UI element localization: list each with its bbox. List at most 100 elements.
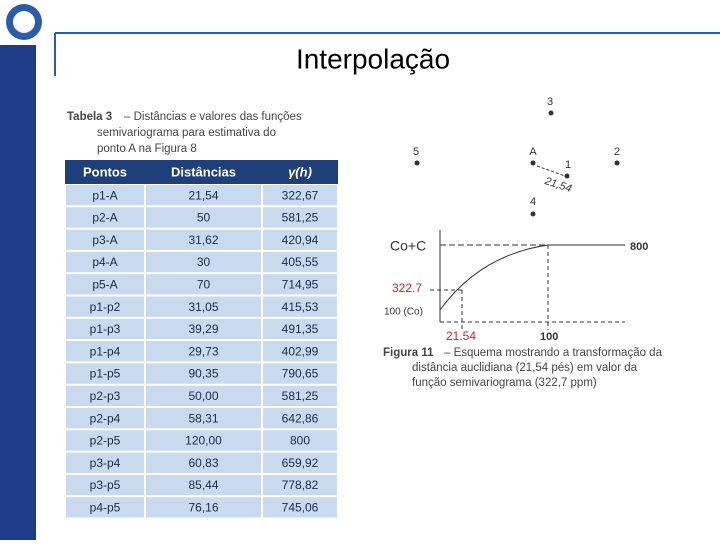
table-cell (263, 363, 337, 384)
table-cell-text: 85,44 (188, 478, 218, 492)
distance-line (536, 165, 566, 177)
table-cell-text: 29,73 (188, 344, 218, 358)
table-cell (263, 474, 337, 496)
table-cell-text: 420,94 (282, 233, 319, 247)
table-caption: – Distâncias e valores das funções (124, 111, 302, 123)
table-cell-text: 50,00 (188, 389, 218, 403)
table-cell-text: 90,35 (188, 367, 218, 381)
table-cell-text: p5-A (92, 278, 117, 292)
table-cell-text: 21,54 (188, 188, 218, 202)
table-cell (146, 229, 261, 250)
table-cell-text: p2-p4 (90, 411, 121, 425)
table-cell (263, 251, 337, 273)
table-header (65, 160, 338, 184)
figure-caption: – Esquema mostrando a transformação da (444, 347, 663, 359)
table-cell-text: 745,06 (282, 501, 319, 515)
table-cell (146, 474, 261, 496)
table-cell (263, 185, 337, 206)
table-cell (66, 497, 144, 518)
table-cell-text: 405,55 (282, 255, 319, 269)
table-cell (146, 251, 261, 273)
table-cell-text: 39,29 (188, 322, 218, 336)
variogram-curve (439, 244, 549, 311)
table-caption: ponto A na Figura 8 (97, 143, 197, 155)
table-cell (263, 430, 337, 451)
table-cell-text: p2-p5 (90, 434, 121, 448)
table-cell (263, 452, 337, 473)
table-cell (66, 274, 144, 295)
table-cell (263, 296, 337, 317)
table-cell-text: 30 (197, 255, 211, 269)
table-cell (263, 207, 337, 228)
table-cell (263, 408, 337, 429)
point-label: 2 (614, 146, 620, 158)
table-cell-text: 415,53 (282, 300, 319, 314)
table-cell (263, 341, 337, 362)
table-cell (263, 274, 337, 295)
table-cell-text: p2-A (92, 211, 117, 225)
sill-value: 800 (630, 241, 648, 253)
figure-caption: função semivariograma (322,7 ppm) (412, 377, 597, 389)
figure-caption-label: Figura 11 (383, 347, 434, 359)
table-cell-text: 70 (197, 278, 211, 292)
table-cell-text: p4-p5 (90, 501, 121, 515)
point (564, 173, 570, 179)
table-cell-text: p1-A (92, 188, 117, 202)
table-cell-text: 58,31 (188, 411, 218, 425)
table-cell-text: p3-p5 (90, 478, 121, 492)
point-label: 5 (413, 146, 419, 158)
point-label: 1 (565, 159, 571, 171)
table-cell-text: 76,16 (188, 501, 218, 515)
table-cell (66, 185, 144, 206)
table-cell-text: p1-p5 (90, 367, 121, 381)
table-cell (66, 363, 144, 384)
table-cell-text: 581,25 (282, 389, 319, 403)
point (530, 160, 536, 166)
table-cell-text: 714,95 (282, 278, 319, 292)
table-cell-text: 120,00 (185, 434, 222, 448)
table-caption: semivariograma para estimativa do (97, 127, 276, 139)
table-cell (66, 251, 144, 273)
table-cell-text: 778,82 (282, 478, 319, 492)
point-label: 3 (547, 96, 553, 108)
table-cell-text: p4-A (92, 255, 117, 269)
table-cell (263, 385, 337, 406)
table-cell (66, 474, 144, 496)
column-header: γ(h) (288, 164, 312, 179)
table-cell-text: 581,25 (282, 211, 319, 225)
point (414, 160, 420, 166)
table-cell-text: 642,86 (282, 411, 319, 425)
table-cell (146, 452, 261, 473)
table-cell-text: 790,65 (282, 367, 319, 381)
point (548, 110, 554, 116)
table-cell (146, 296, 261, 317)
point (530, 211, 536, 217)
side-bar (0, 45, 36, 540)
point-label: 4 (530, 196, 536, 208)
table-cell-text: 31,05 (188, 300, 218, 314)
table-cell (146, 185, 261, 206)
figure-caption: distância auclidiana (21,54 pés) em valo… (412, 362, 638, 374)
logo-inner (13, 11, 35, 33)
table-cell (146, 408, 261, 429)
table-cell-text: 60,83 (188, 456, 218, 470)
distance-value: 21.54 (446, 329, 476, 343)
table-cell (146, 341, 261, 362)
slide-title: Interpolação (296, 43, 450, 74)
table-cell (146, 318, 261, 340)
table-cell-text: 402,99 (282, 344, 319, 358)
table-cell-text: p1-p2 (90, 300, 121, 314)
table-cell-text: p1-p4 (90, 344, 121, 358)
table-caption-label: Tabela 3 (67, 111, 112, 123)
table-cell-text: 50 (197, 211, 211, 225)
table-cell (66, 207, 144, 228)
table-cell-text: 491,35 (282, 322, 319, 336)
table-cell-text: 31,62 (188, 233, 218, 247)
table-cell (146, 207, 261, 228)
point (614, 160, 620, 166)
table-cell-text: p1-p3 (90, 322, 121, 336)
table-cell (66, 341, 144, 362)
table-cell (66, 408, 144, 429)
table-cell (66, 318, 144, 340)
